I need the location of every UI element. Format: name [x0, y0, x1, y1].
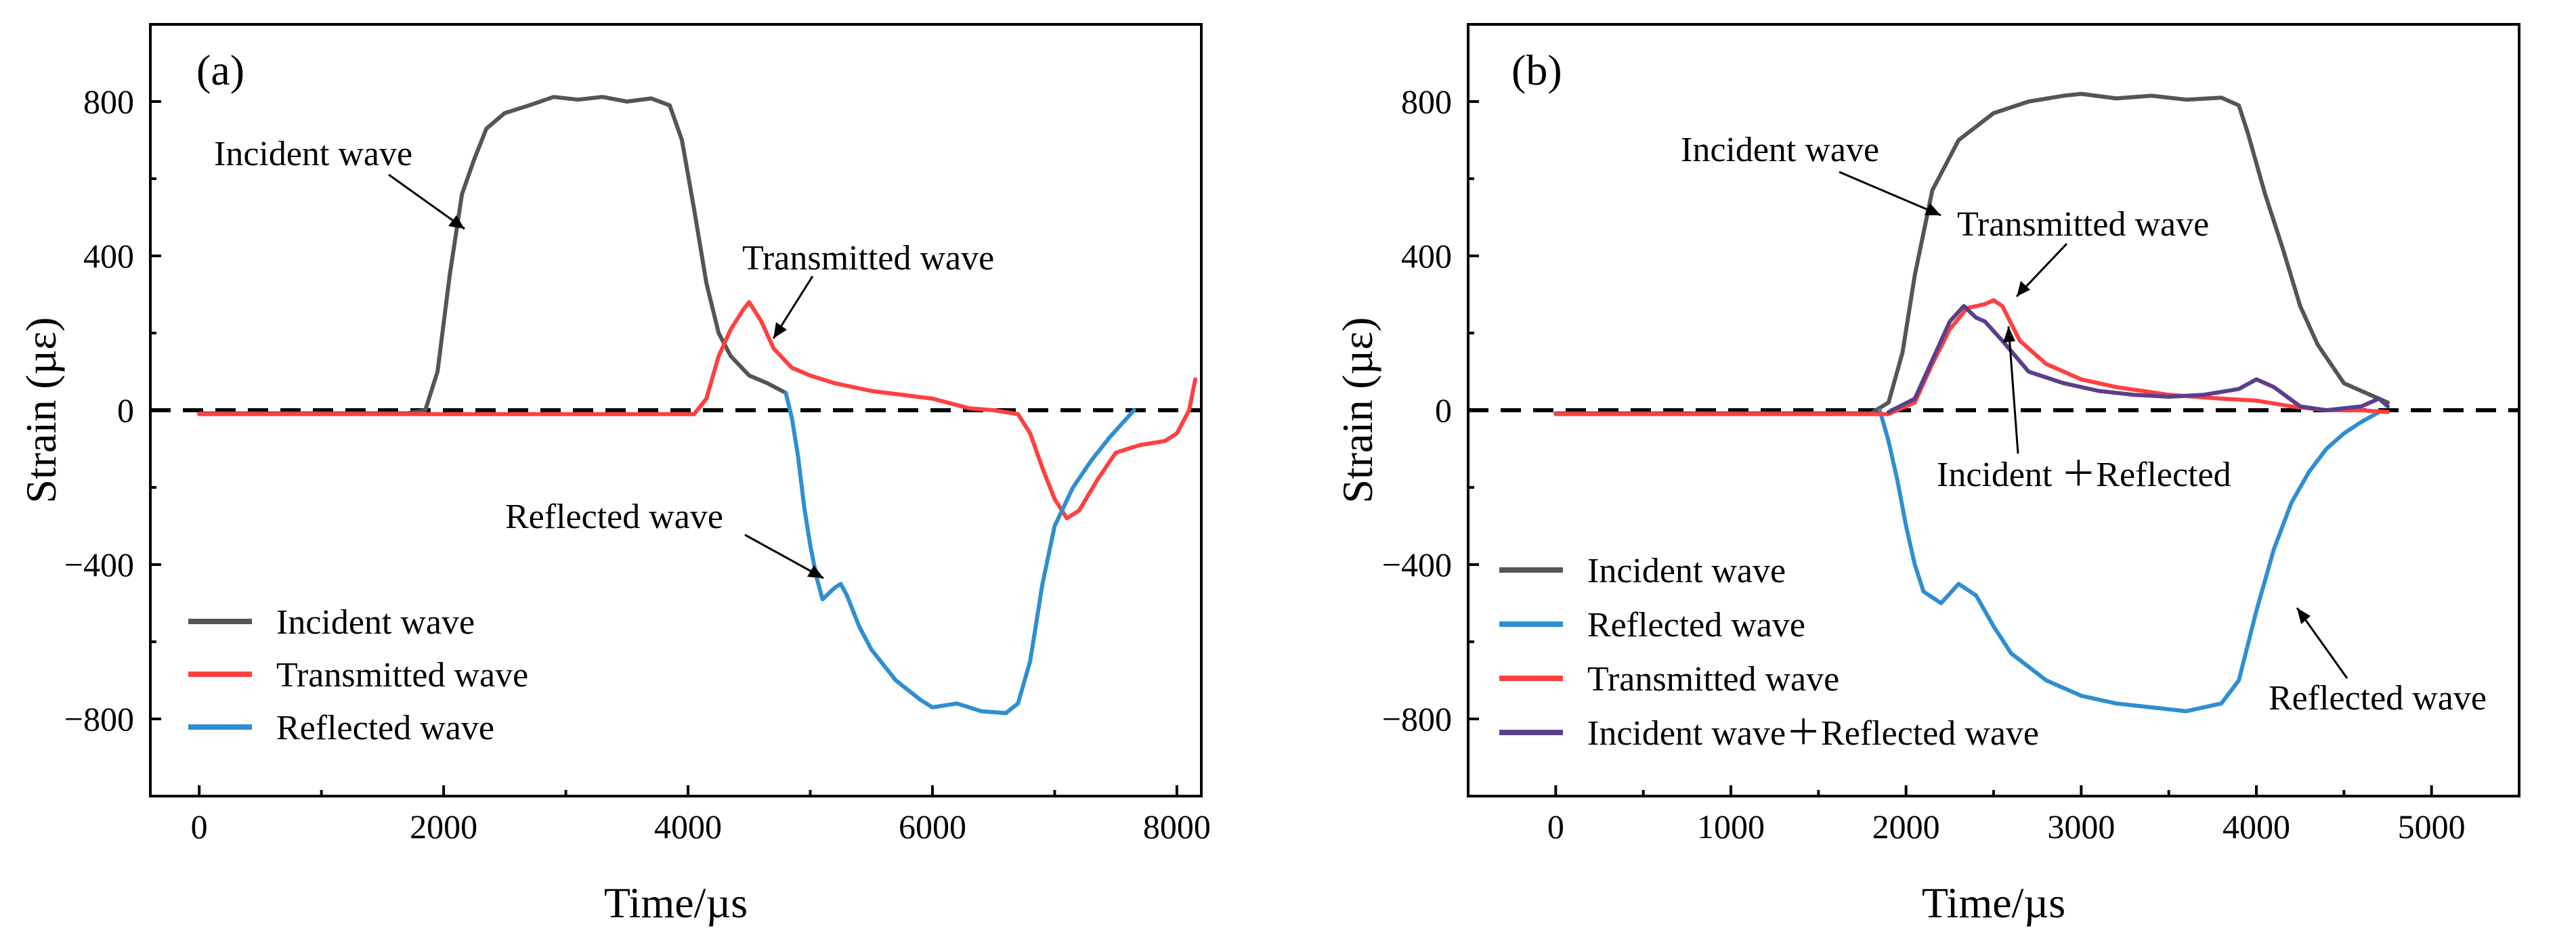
panel-a-arrowhead-reflected	[807, 565, 823, 578]
panel-a-x-axis-title: Time/µs	[604, 879, 748, 927]
panel-b-arrowhead-sum	[2003, 326, 2015, 343]
panel-b-series-incident-wave-reflected-wave	[1886, 304, 2390, 414]
panel-b-arrowhead-transmitted	[2017, 281, 2030, 297]
panel-a-y-axis-title: Strain (µε)	[17, 317, 65, 503]
panel-a-x-tick-label: 4000	[654, 808, 722, 846]
panel-b-legend-reflected: Reflected wave	[1587, 606, 1805, 644]
panel-b-x-tick-label: 4000	[2223, 808, 2290, 846]
panel-a-series-incident-wave	[197, 95, 788, 416]
panel-a-y-tick-label: 800	[83, 83, 134, 120]
panel-b-annotation-sum: Incident ＋Reflected	[1937, 456, 2231, 494]
panel-a-legend: Incident wave Transmitted wave Reflected…	[188, 603, 528, 747]
panel-a-annotation-transmitted: Transmitted wave	[742, 239, 994, 278]
panel-b-y-tick-label: 0	[1435, 391, 1452, 429]
panel-a-legend-transmitted: Transmitted wave	[276, 656, 528, 695]
panel-a-label: (a)	[196, 46, 244, 94]
panel-a-y-ticks: 800 400 0 −400 −800	[64, 83, 161, 738]
panel-b-series-incident-wave	[1553, 91, 2390, 416]
panel-b-y-tick-label: −400	[1382, 546, 1452, 584]
panel-b-x-tick-label: 1000	[1697, 808, 1765, 846]
panel-b-x-tick-label: 2000	[1872, 808, 1940, 846]
panel-b-legend: Incident wave Reflected wave Transmitted…	[1499, 552, 2039, 753]
panel-b-y-axis-title: Strain (µε)	[1333, 317, 1381, 503]
panel-b-y-tick-label: −800	[1382, 700, 1452, 738]
panel-b-series-transmitted-wave	[1553, 298, 2390, 416]
panel-b-annotation-transmitted: Transmitted wave	[1957, 205, 2209, 244]
panel-a-x-tick-label: 2000	[410, 808, 477, 846]
panel-a-series-transmitted-wave	[197, 300, 1197, 521]
panel-b-series-reflected-wave	[1877, 408, 2382, 714]
panel-a-arrowhead-incident	[448, 215, 465, 229]
panel-a-x-tick-label: 6000	[899, 808, 966, 846]
panel-a-plot-lines	[150, 95, 1201, 716]
panel-b-x-tick-label: 3000	[2047, 808, 2115, 846]
panel-a-legend-reflected: Reflected wave	[276, 709, 494, 747]
panel-b-y-ticks: 800 400 0 −400 −800	[1382, 83, 1479, 738]
panel-a-annotation-reflected: Reflected wave	[505, 498, 723, 536]
panel-a-arrowhead-transmitted	[773, 322, 787, 338]
panel-b-plot-lines	[1468, 91, 2519, 714]
panel-b-legend-sum: Incident wave＋Reflected wave	[1587, 714, 2039, 753]
panel-a-annotation-incident: Incident wave	[214, 135, 412, 173]
panel-a-legend-incident: Incident wave	[276, 603, 475, 642]
panel-b-legend-incident: Incident wave	[1587, 552, 1786, 590]
panel-a-x-tick-label: 8000	[1143, 808, 1211, 846]
panel-b-x-tick-label: 0	[1547, 808, 1564, 846]
panel-b-arrowhead-incident	[1925, 203, 1941, 215]
panel-b-annotation-reflected: Reflected wave	[2269, 679, 2487, 718]
panel-b-label: (b)	[1511, 46, 1562, 94]
panel-b-y-tick-label: 800	[1401, 83, 1452, 120]
panel-a-x-ticks: 0 2000 4000 6000 8000	[191, 785, 1211, 846]
panel-b-y-tick-label: 400	[1401, 237, 1452, 275]
panel-a-series-reflected-wave	[783, 391, 1136, 716]
panel-a-y-tick-label: −400	[64, 546, 134, 584]
panel-a-y-tick-label: −800	[64, 700, 134, 738]
panel-b-legend-transmitted: Transmitted wave	[1587, 660, 1839, 699]
panel-a-arrow-incident	[388, 173, 465, 230]
panel-b-x-ticks: 0 1000 2000 3000 4000 5000	[1547, 785, 2466, 846]
panel-b-arrowhead-reflected	[2297, 608, 2311, 624]
panel-b-arrow-incident	[1839, 171, 1941, 217]
panel-b-x-axis-title: Time/µs	[1922, 879, 2065, 927]
panel-b-arrow-sum	[2007, 326, 2019, 454]
panel-a-y-tick-label: 0	[117, 391, 134, 429]
panel-b-x-tick-label: 5000	[2398, 808, 2466, 846]
panel-a-arrow-reflected	[744, 533, 824, 579]
panel-b-annotation-incident: Incident wave	[1681, 131, 1879, 169]
panel-a-x-tick-label: 0	[191, 808, 208, 846]
panel-a-y-tick-label: 400	[83, 237, 134, 275]
